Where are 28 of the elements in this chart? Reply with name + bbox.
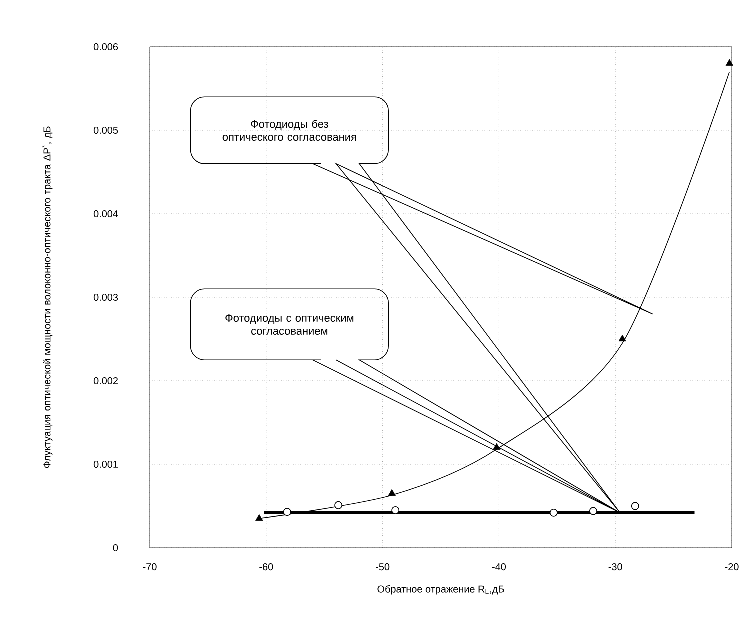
y-tick-label: 0.005 (94, 126, 118, 134)
point (631, 502, 640, 510)
x-tick-label: -40 (492, 564, 506, 571)
point (726, 59, 734, 66)
y-tick-label: 0.004 (94, 210, 118, 218)
point (392, 506, 400, 514)
annotation: Фотодиоды с оптическим согласованием (226, 314, 354, 335)
x-tick-label: -50 (376, 564, 390, 571)
point (550, 508, 558, 517)
point (589, 507, 598, 516)
point (618, 334, 626, 342)
y-tick-label: 0.001 (94, 460, 118, 468)
annotation: Фотодиоды без оптического согласования (222, 120, 356, 142)
x-tick-label: -30 (608, 564, 622, 571)
point (493, 443, 501, 450)
y-tick-label: 0.003 (94, 294, 118, 302)
x-tick-label: -60 (260, 564, 274, 571)
point (388, 489, 396, 496)
x-axis-title: Обратное отражение R$_{L}$,дБ (378, 585, 504, 595)
x-tick-label: -70 (143, 564, 157, 571)
y-tick-label: 0.002 (94, 377, 118, 385)
y-axis-title: Флуктуация оптической мощности волоконно-оптического тракта ΔP$^{*}$, дБ (42, 126, 53, 468)
point (334, 501, 343, 510)
point (256, 514, 264, 522)
y-tick-label: 0 (113, 544, 118, 552)
y-tick-label: 0.006 (94, 43, 118, 51)
point (283, 508, 292, 516)
x-tick-label: -20 (725, 564, 739, 571)
